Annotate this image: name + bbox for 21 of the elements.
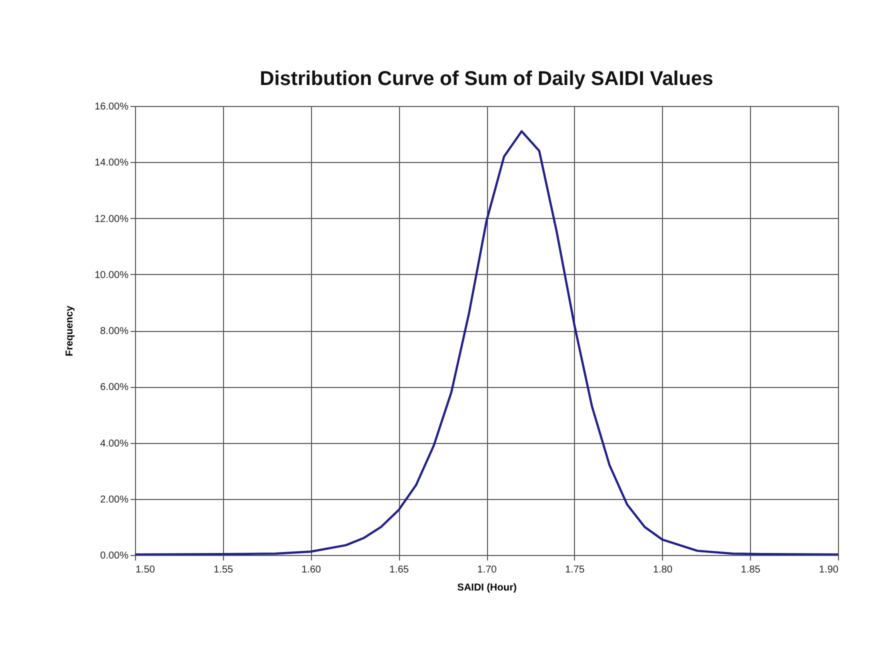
y-axis-title: Frequency (64, 305, 76, 356)
y-tick-label: 2.00% (100, 494, 129, 506)
y-tick-label: 6.00% (100, 382, 129, 394)
y-tick-label: 0.00% (100, 550, 129, 562)
x-tick-label: 1.70 (477, 564, 498, 576)
chart-title: Distribution Curve of Sum of Daily SAIDI Values (260, 68, 714, 90)
y-tick-label: 14.00% (94, 158, 129, 169)
y-tick-label: 10.00% (94, 270, 129, 281)
y-tick-label: 12.00% (94, 214, 129, 225)
x-tick-label: 1.75 (565, 564, 586, 576)
y-tick-label: 4.00% (100, 438, 129, 450)
x-tick-label: 1.55 (214, 564, 234, 576)
x-tick-label: 1.50 (136, 564, 156, 576)
x-tick-label: 1.90 (819, 564, 839, 576)
x-tick-label: 1.60 (302, 564, 322, 576)
y-tick-label: 8.00% (100, 326, 129, 337)
x-tick-label: 1.80 (653, 564, 673, 576)
x-tick-label: 1.65 (389, 564, 410, 576)
y-tick-label: 16.00% (94, 102, 129, 112)
x-axis-title: SAIDI (Hour) (457, 582, 517, 594)
x-tick-label: 1.85 (740, 564, 761, 576)
